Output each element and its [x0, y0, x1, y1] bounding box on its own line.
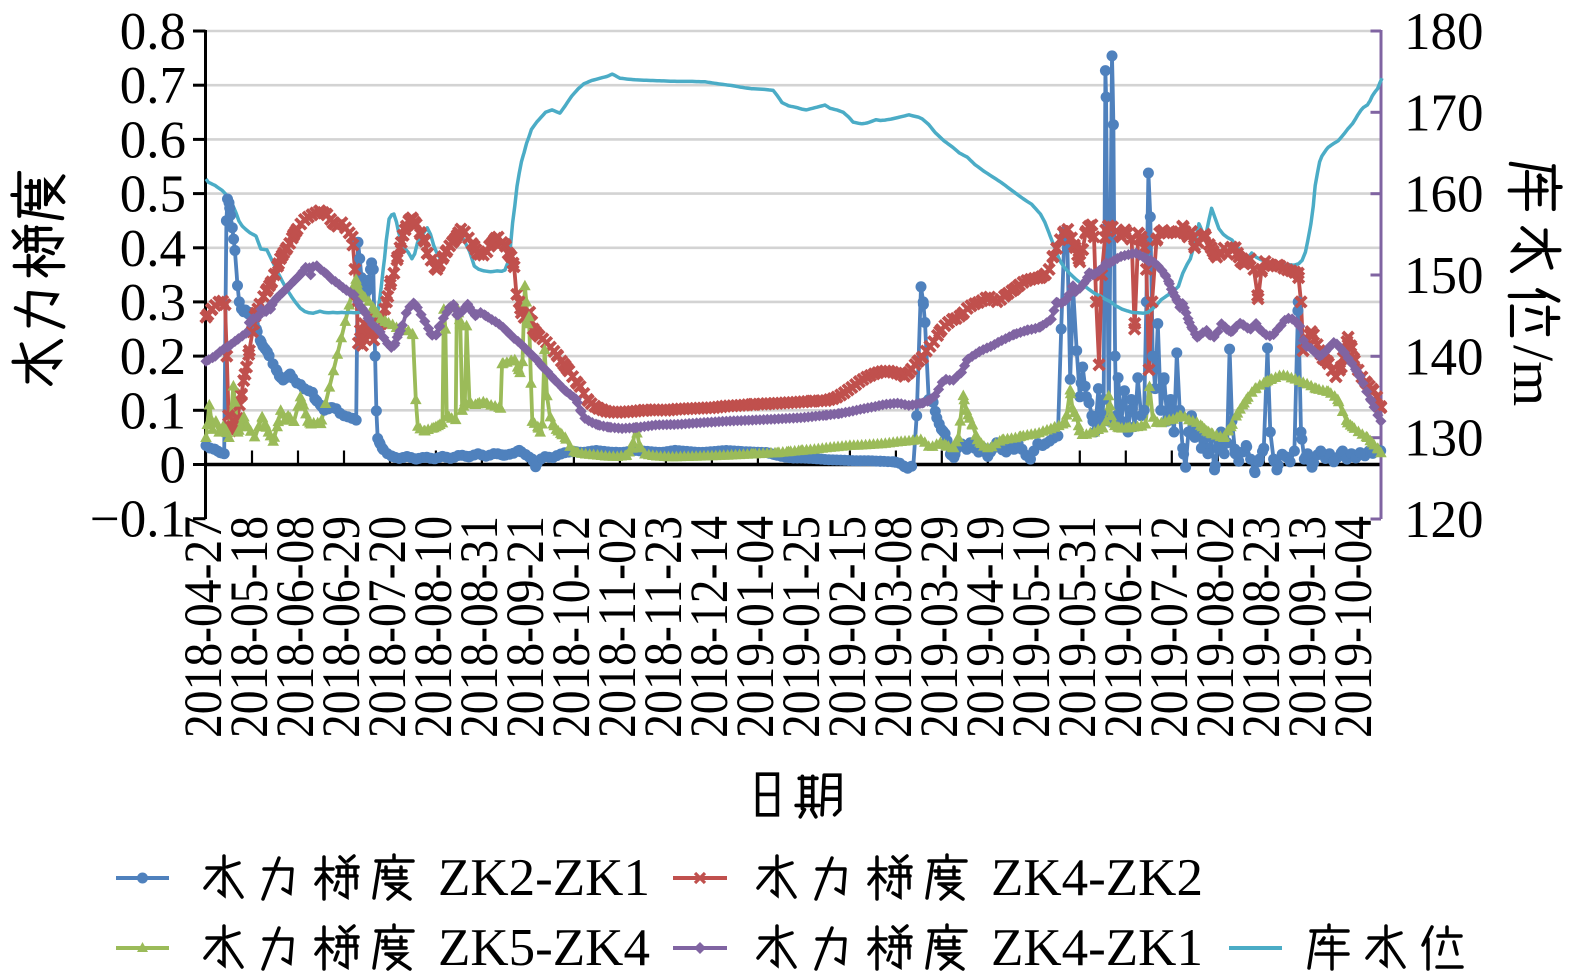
svg-text:2018-05-18: 2018-05-18: [219, 516, 279, 738]
svg-text:0.4: 0.4: [120, 220, 186, 278]
svg-text:2018-08-31: 2018-08-31: [449, 516, 509, 738]
svg-text:2019-01-25: 2019-01-25: [771, 516, 831, 738]
svg-text:0.6: 0.6: [120, 111, 186, 169]
svg-text:2018-12-14: 2018-12-14: [679, 516, 739, 738]
svg-text:0.7: 0.7: [120, 57, 186, 115]
svg-text:/m: /m: [1501, 345, 1566, 406]
svg-text:0.8: 0.8: [120, 3, 186, 61]
svg-text:2019-08-23: 2019-08-23: [1231, 516, 1291, 738]
svg-text:160: 160: [1404, 166, 1484, 224]
svg-text:2019-03-08: 2019-03-08: [863, 516, 923, 738]
svg-text:2019-02-15: 2019-02-15: [817, 516, 877, 738]
svg-text:2019-01-04: 2019-01-04: [725, 516, 785, 738]
svg-text:2018-09-21: 2018-09-21: [495, 516, 555, 738]
svg-text:2019-04-19: 2019-04-19: [955, 516, 1015, 738]
svg-text:170: 170: [1404, 84, 1484, 142]
svg-text:180: 180: [1404, 3, 1484, 61]
svg-text:2018-08-10: 2018-08-10: [403, 516, 463, 738]
svg-text:2019-08-02: 2019-08-02: [1185, 516, 1245, 738]
svg-text:2019-06-21: 2019-06-21: [1093, 516, 1153, 738]
svg-text:2018-11-02: 2018-11-02: [587, 516, 647, 738]
svg-text:−0.1: −0.1: [90, 491, 186, 549]
svg-text:2018-04-27: 2018-04-27: [173, 516, 233, 738]
svg-text:150: 150: [1404, 247, 1484, 305]
svg-text:130: 130: [1404, 410, 1484, 468]
svg-text:2018-11-23: 2018-11-23: [633, 516, 693, 738]
svg-text:140: 140: [1404, 328, 1484, 386]
svg-text:0.2: 0.2: [120, 328, 186, 386]
svg-text:ZK4-ZK1: ZK4-ZK1: [991, 919, 1203, 973]
svg-text:0: 0: [160, 437, 187, 495]
svg-text:2018-07-20: 2018-07-20: [357, 516, 417, 738]
svg-text:2019-07-12: 2019-07-12: [1139, 516, 1199, 738]
svg-text:2018-06-29: 2018-06-29: [311, 516, 371, 738]
svg-text:0.5: 0.5: [120, 166, 186, 224]
svg-text:0.1: 0.1: [120, 382, 186, 440]
svg-text:120: 120: [1404, 491, 1484, 549]
svg-text:2019-05-31: 2019-05-31: [1047, 516, 1107, 738]
svg-text:2019-05-10: 2019-05-10: [1001, 516, 1061, 738]
svg-text:2019-03-29: 2019-03-29: [909, 516, 969, 738]
svg-text:2019-10-04: 2019-10-04: [1323, 516, 1383, 738]
svg-text:ZK5-ZK4: ZK5-ZK4: [438, 919, 650, 973]
svg-text:0.3: 0.3: [120, 274, 186, 332]
svg-text:ZK2-ZK1: ZK2-ZK1: [438, 849, 650, 907]
svg-text:2018-06-08: 2018-06-08: [265, 516, 325, 738]
svg-text:ZK4-ZK2: ZK4-ZK2: [991, 849, 1203, 907]
svg-text:2019-09-13: 2019-09-13: [1277, 516, 1337, 738]
svg-text:2018-10-12: 2018-10-12: [541, 516, 601, 738]
